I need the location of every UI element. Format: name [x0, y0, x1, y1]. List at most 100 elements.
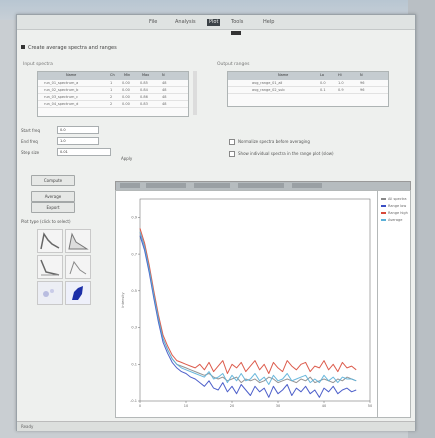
- table-header: Name Ch Min Max N: [38, 72, 188, 80]
- checkbox-label: Normalize spectra before averaging: [238, 139, 310, 144]
- table-row[interactable]: run_02_spectrum_b 1 0.00 0.84 48: [38, 87, 188, 94]
- y-tick-label: 0.7: [131, 252, 137, 256]
- legend-item[interactable]: Average: [381, 218, 402, 222]
- toolbar-button[interactable]: [120, 183, 140, 188]
- checkbox-box[interactable]: [229, 139, 235, 145]
- toolbar-button[interactable]: [194, 183, 230, 188]
- y-tick-label: 0.5: [131, 289, 137, 293]
- decay-plot-icon: [40, 259, 60, 276]
- table-row[interactable]: run_04_spectrum_d 2 0.00 0.83 48: [38, 101, 188, 108]
- x-tick-label: 10: [184, 404, 188, 408]
- toolbar-button[interactable]: [292, 183, 322, 188]
- x-tick-label: 20: [230, 404, 234, 408]
- plot-type-line[interactable]: [37, 229, 63, 253]
- table-scrollbar[interactable]: [193, 71, 197, 115]
- legend-swatch: [381, 219, 386, 221]
- col-header: Min: [124, 73, 131, 77]
- menu-file[interactable]: File: [149, 19, 158, 25]
- app-window: File Analysis Plot Tools Help Create ave…: [16, 14, 416, 431]
- col-header: Max: [142, 73, 150, 77]
- y-tick-label: 0.9: [131, 216, 137, 220]
- legend-item[interactable]: All spectra: [381, 197, 407, 201]
- table-row[interactable]: run_03_spectrum_c 2 0.00 0.86 48: [38, 94, 188, 101]
- y-axis-label: Intensity: [121, 292, 125, 307]
- plot-area[interactable]: -0.1 0.1 0.3 0.5 0.7 0.9 0 10 20 30 40 50 Intensity: [115, 190, 379, 418]
- normalize-checkbox[interactable]: Normalize spectra before averaging: [229, 139, 310, 145]
- toolbar-button[interactable]: [238, 183, 284, 188]
- legend-item[interactable]: Range low: [381, 204, 406, 208]
- plot-type-density[interactable]: [65, 281, 91, 305]
- series-line: [139, 235, 357, 398]
- legend-swatch: [381, 212, 386, 214]
- right-group-label: Output ranges: [217, 62, 250, 67]
- col-header: N: [360, 73, 363, 77]
- table-row[interactable]: run_01_spectrum_a 1 0.00 0.85 48: [38, 80, 188, 87]
- x-tick-label: 30: [276, 404, 280, 408]
- x-tick-label: 50: [368, 404, 372, 408]
- col-header: N: [162, 73, 165, 77]
- end-freq-input[interactable]: 1.0: [57, 137, 99, 145]
- step-size-input[interactable]: 0.01: [57, 148, 111, 156]
- compute-button[interactable]: Compute: [31, 175, 75, 186]
- end-freq-label: End freq: [21, 139, 38, 144]
- plot-type-area[interactable]: [65, 229, 91, 253]
- start-freq-label: Start freq: [21, 128, 41, 133]
- checkbox-label: Show individual spectra in the range plo…: [238, 151, 334, 156]
- status-bar: Ready: [17, 421, 415, 431]
- active-tab-marker: [231, 31, 241, 35]
- y-tick-label: 0.1: [131, 362, 137, 366]
- step-size-label: Step size: [21, 150, 40, 155]
- y-tick-label: 0.3: [131, 326, 137, 330]
- status-text: Ready: [21, 424, 34, 429]
- scatter-plot-icon: [43, 289, 54, 297]
- show-individual-checkbox[interactable]: Show individual spectra in the range plo…: [229, 151, 334, 157]
- col-header: Lo: [320, 73, 325, 77]
- line-plot-icon: [40, 232, 60, 250]
- table-row[interactable]: avg_range_01_all 0.0 1.0 96: [228, 80, 388, 87]
- plot-type-decay[interactable]: [37, 255, 63, 279]
- legend-swatch: [381, 198, 386, 200]
- output-ranges-table: Name Lo Hi N avg_range_01_all 0.0 1.0 96 av…: [227, 71, 389, 107]
- plot-type-outline[interactable]: [65, 255, 91, 279]
- menu-help[interactable]: Help: [263, 19, 275, 25]
- col-header: Ch: [110, 73, 115, 77]
- checkbox-box[interactable]: [229, 151, 235, 157]
- apply-link[interactable]: Apply: [121, 156, 133, 161]
- spectra-chart[interactable]: -0.1 0.1 0.3 0.5 0.7 0.9 0 10 20 30 40 50 Intensity: [116, 191, 378, 417]
- y-tick-label: -0.1: [130, 399, 137, 403]
- start-freq-input[interactable]: 0.0: [57, 126, 99, 134]
- col-header: Name: [66, 73, 77, 77]
- legend-label: Range low: [388, 204, 407, 208]
- area-plot-icon: [68, 232, 89, 250]
- section-title: Create average spectra and ranges: [28, 45, 117, 51]
- menu-plot[interactable]: Plot: [207, 19, 221, 26]
- density-plot-icon: [72, 286, 83, 300]
- plot-axes-box: [139, 198, 371, 402]
- outline-plot-icon: [69, 260, 87, 275]
- legend-label: Range high: [388, 211, 408, 215]
- menu-analysis[interactable]: Analysis: [175, 19, 196, 25]
- col-header: Hi: [338, 73, 342, 77]
- toolbar-button[interactable]: [146, 183, 186, 188]
- table-row[interactable]: avg_range_02_sub 0.1 0.9 96: [228, 87, 388, 94]
- legend-swatch: [381, 205, 386, 207]
- legend-item[interactable]: Range high: [381, 211, 408, 215]
- series-line: [139, 228, 357, 374]
- series-line: [139, 231, 357, 385]
- menu-tools[interactable]: Tools: [231, 19, 244, 25]
- legend-label: Average: [388, 218, 403, 222]
- table-header: Name Lo Hi N: [228, 72, 388, 80]
- input-spectra-table: Name Ch Min Max N run_01_spectrum_a 1 0.00…: [37, 71, 189, 117]
- export-button[interactable]: Export: [31, 202, 75, 213]
- left-group-label: Input spectra: [23, 62, 53, 67]
- section-arrow-icon: [21, 45, 25, 49]
- legend-panel: All spectra Range low Range high Average: [377, 190, 411, 418]
- menu-bar: File Analysis Plot Tools Help: [17, 15, 415, 30]
- legend-label: All spectra: [388, 197, 407, 201]
- plot-type-scatter[interactable]: [37, 281, 63, 305]
- col-header: Name: [278, 73, 289, 77]
- section-header: Create average spectra and ranges: [21, 45, 117, 51]
- series-line: [139, 231, 357, 384]
- x-tick-label: 0: [139, 404, 141, 408]
- average-button[interactable]: Average: [31, 191, 75, 202]
